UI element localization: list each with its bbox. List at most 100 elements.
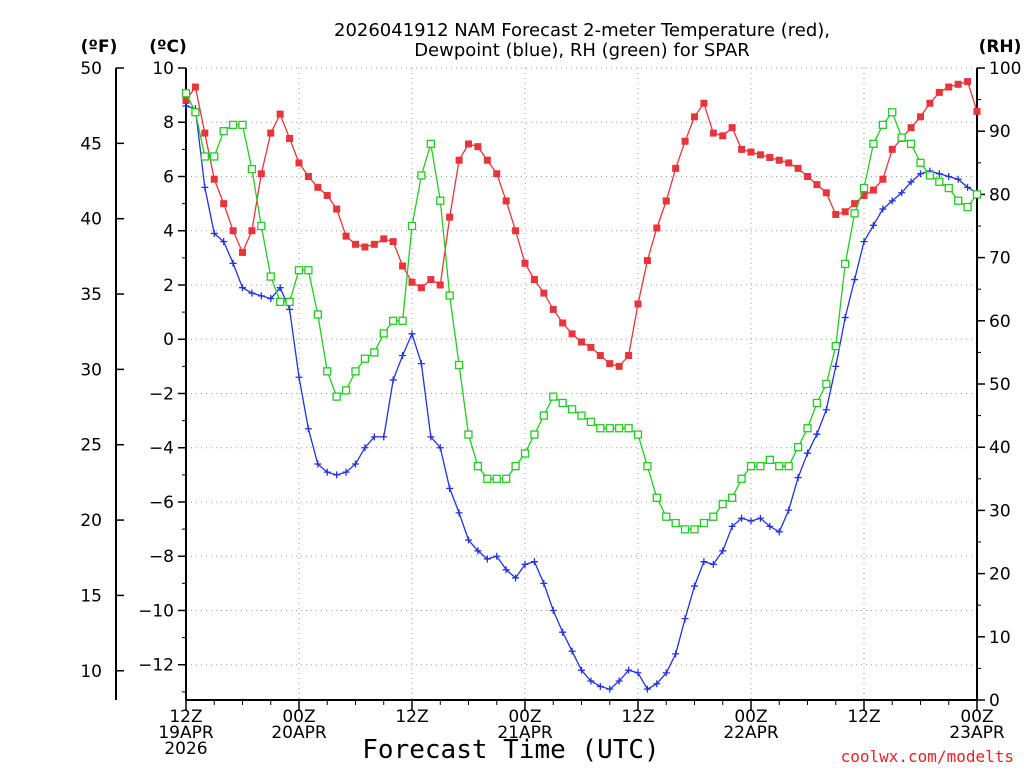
fahrenheit-tick-label: 30	[80, 360, 102, 380]
dewpoint-point	[869, 221, 877, 229]
rh-point	[577, 411, 586, 420]
dewpoint-point	[540, 579, 548, 587]
fahrenheit-tick-label: 25	[80, 436, 102, 456]
rh-point	[643, 462, 652, 471]
dewpoint-point	[888, 197, 896, 205]
dewpoint-point	[201, 183, 209, 191]
celsius-tick-label: −8	[149, 547, 174, 567]
temperature-point	[917, 113, 924, 121]
x-tick-label: 12Z	[395, 707, 428, 727]
rh-tick-label: 70	[989, 249, 1011, 269]
x-tick-label: 12Z	[847, 707, 880, 727]
rh-point	[963, 202, 972, 212]
dewpoint-point	[210, 229, 218, 237]
dewpoint-point	[709, 560, 717, 568]
celsius-tick-label: 8	[163, 113, 174, 133]
dewpoint-point	[408, 330, 416, 338]
temperature-point	[907, 124, 915, 132]
dewpoint-point	[634, 669, 642, 677]
temperature-point	[295, 159, 303, 167]
x-tick-label: 21APR	[497, 723, 553, 743]
temperature-point	[512, 227, 520, 235]
rh-point	[775, 462, 784, 471]
temperature-point	[568, 330, 576, 338]
temperature-point	[643, 257, 651, 265]
dewpoint-point	[361, 444, 369, 452]
dewpoint-point	[615, 677, 623, 685]
fahrenheit-tick-label: 15	[80, 586, 102, 606]
temperature-point	[681, 137, 689, 145]
temperature-point	[662, 197, 670, 205]
rh-point	[586, 417, 596, 427]
rh-point	[812, 398, 822, 408]
dewpoint-point	[766, 522, 774, 530]
rh-point	[624, 424, 633, 433]
dewpoint-point	[775, 528, 783, 536]
rh-point	[191, 108, 200, 117]
rh-point	[793, 443, 803, 452]
rh-point	[615, 424, 624, 433]
dewpoint-point	[267, 295, 275, 303]
rh-point	[219, 127, 228, 136]
rh-unit-label: (RH)	[979, 37, 1022, 57]
temperature-point	[323, 191, 331, 199]
temperature-point	[559, 319, 567, 327]
x-tick-label: 22APR	[723, 723, 779, 743]
temperature-point	[973, 107, 981, 115]
x-tick-label: 00Z	[508, 707, 541, 727]
temperature-point	[333, 205, 341, 213]
rh-point	[567, 405, 577, 414]
rh-point	[492, 474, 501, 483]
rh-point	[511, 462, 520, 471]
rh-tick-label: 30	[989, 501, 1011, 521]
celsius-unit-label: (ºC)	[149, 37, 187, 57]
series-group	[181, 78, 982, 693]
rh-point	[869, 139, 878, 148]
temperature-point	[191, 83, 199, 91]
temperature-point	[926, 99, 934, 107]
dewpoint-point	[455, 509, 463, 517]
dewpoint-point	[399, 352, 407, 360]
temperature-point	[446, 213, 454, 221]
x-tick-label: 20APR	[271, 723, 327, 743]
dewpoint-point	[643, 685, 651, 693]
fahrenheit-tick-label: 35	[80, 285, 102, 305]
dewpoint-point	[747, 517, 755, 525]
temperature-point	[841, 208, 849, 216]
temperature-point	[709, 129, 717, 137]
dewpoint-point	[738, 514, 746, 522]
temperature-point	[888, 145, 896, 153]
rh-point	[841, 259, 850, 269]
rh-point	[859, 183, 869, 193]
temperature-point	[747, 148, 755, 156]
fahrenheit-tick-label: 20	[80, 511, 102, 531]
dewpoint-point	[719, 547, 727, 555]
dewpoint-point	[625, 666, 633, 674]
rh-point	[944, 183, 953, 193]
rh-point	[803, 424, 812, 433]
dewpoint-point	[295, 373, 303, 381]
x-tick-label: 12Z	[621, 707, 654, 727]
rh-point	[671, 518, 680, 528]
dewpoint-point	[352, 460, 359, 468]
rh-tick-label: 20	[989, 565, 1011, 585]
rh-tick-label: 0	[989, 691, 1000, 711]
temperature-point	[775, 156, 783, 164]
rh-point	[351, 367, 360, 376]
rh-point	[181, 89, 191, 98]
dewpoint-point	[964, 183, 972, 191]
rh-tick-label: 40	[989, 438, 1011, 458]
x-tick-label: 2026	[164, 739, 207, 759]
rh-point	[765, 455, 774, 464]
temperature-point	[851, 200, 859, 208]
rh-point	[483, 474, 492, 483]
temperature-point	[587, 343, 595, 351]
dewpoint-point	[427, 433, 435, 441]
fahrenheit-tick-label: 10	[80, 662, 102, 682]
temperature-point	[549, 305, 557, 313]
temperature-point	[804, 172, 811, 180]
credit-text: coolwx.com/modelts	[841, 747, 1014, 766]
temperature-point	[945, 83, 953, 91]
rh-point	[756, 462, 765, 471]
rh-tick-label: 90	[989, 122, 1011, 142]
